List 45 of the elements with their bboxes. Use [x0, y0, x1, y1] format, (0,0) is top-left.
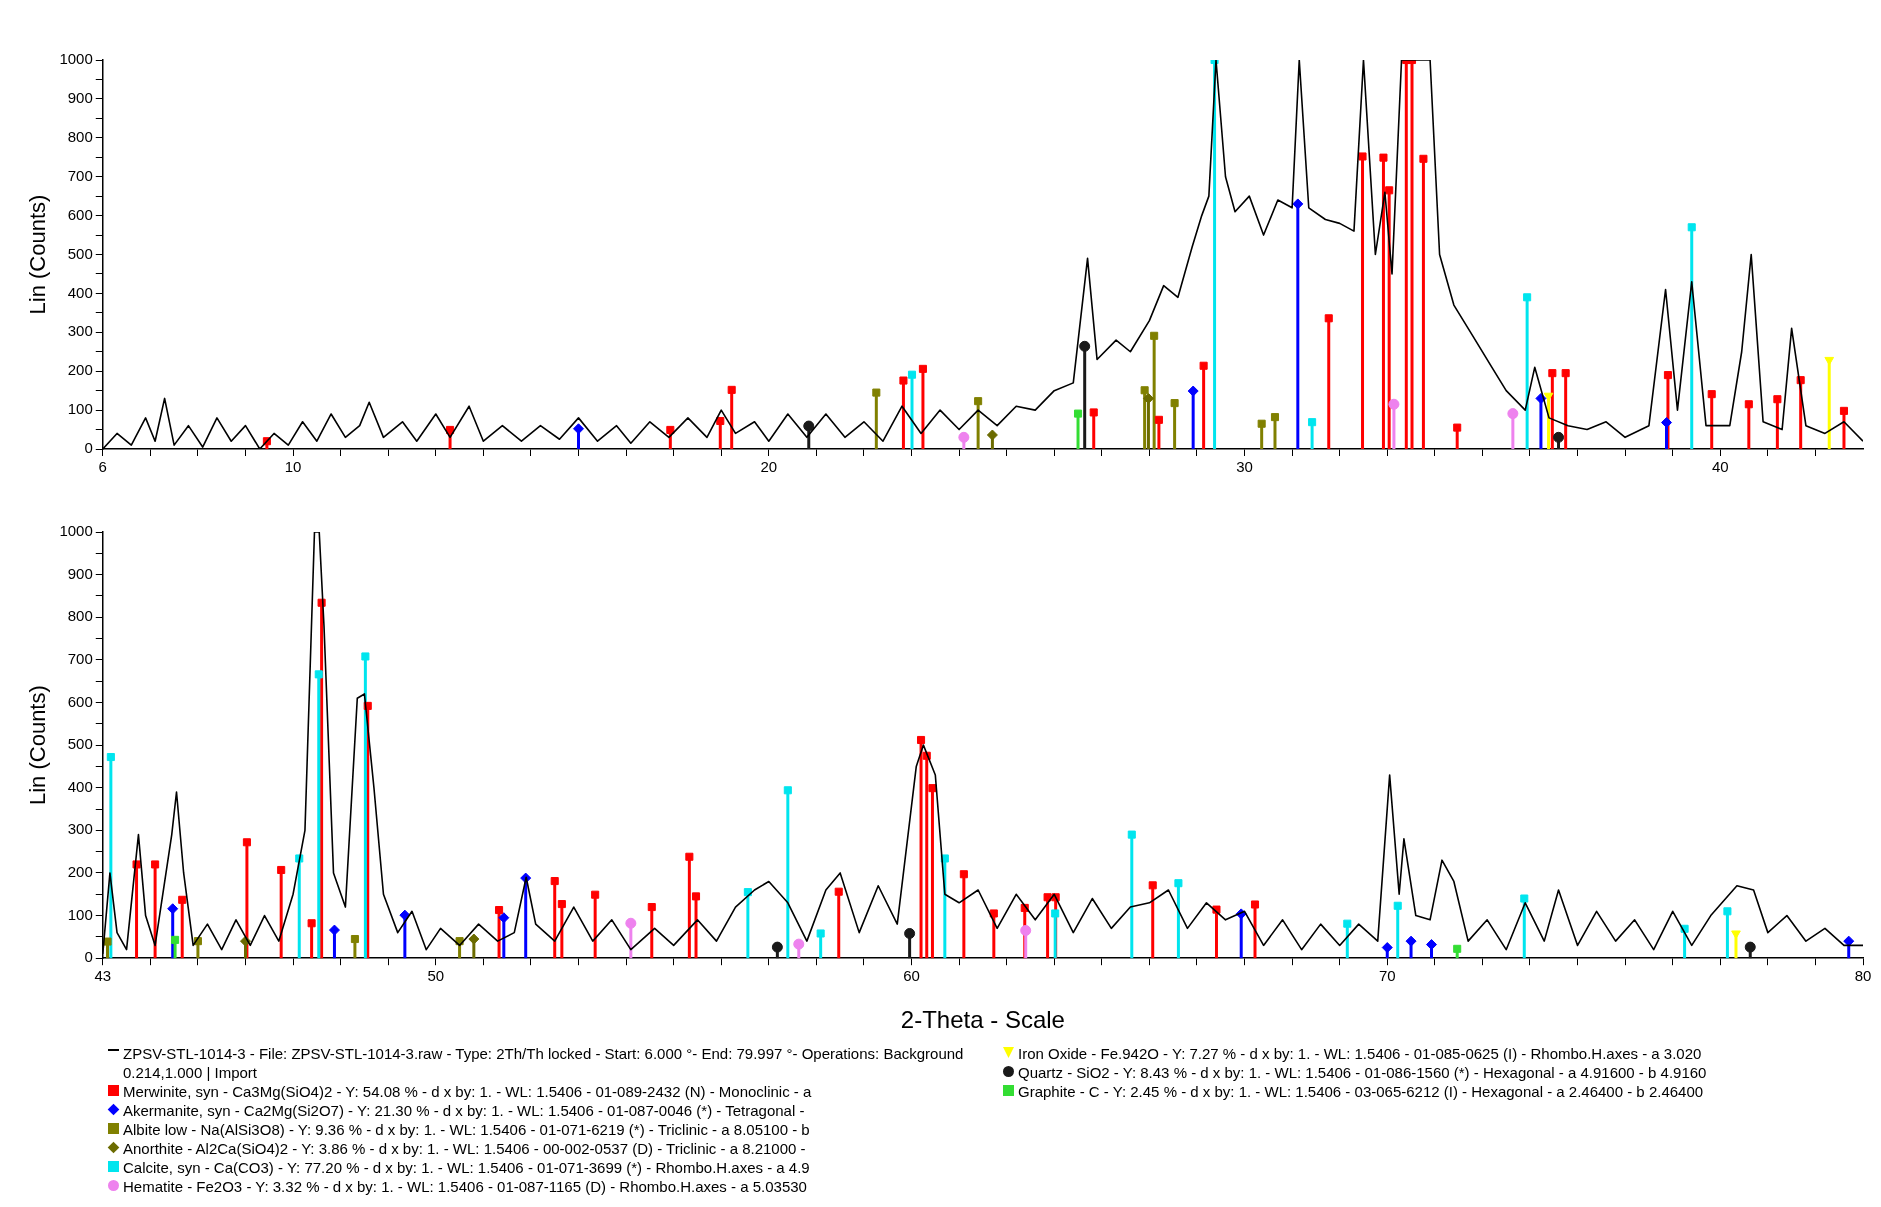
y-tick-label: 600	[67, 205, 93, 223]
x-tick-label: 50	[427, 967, 445, 985]
y-tick-label: 0	[84, 948, 93, 966]
legend-label: Quartz - SiO2 - Y: 8.43 % - d x by: 1. - WL: 1.5406 - 01-086-1560 (*) - Hexagonal - a 4.91600 - b 4.9160	[1018, 1063, 1707, 1082]
x-tick-label: 20	[760, 458, 778, 476]
y-axis-title: Lin (Counts)	[25, 685, 51, 806]
y-tick-label: 200	[67, 863, 93, 881]
x-tick-label: 40	[1711, 458, 1729, 476]
x-tick-label: 30	[1236, 458, 1253, 476]
x-tick-label: 80	[1854, 967, 1872, 985]
legend-label: Merwinite, syn - Ca3Mg(SiO4)2 - Y: 54.08 % - d x by: 1. - WL: 1.5406 - 01-089-2432 (N) - Monoclinic - a	[123, 1082, 812, 1101]
x-tick-label: 6	[98, 458, 107, 476]
y-tick-label: 100	[67, 400, 93, 418]
x-tick-label: 10	[284, 458, 302, 476]
y-tick-label: 400	[67, 283, 93, 301]
y-tick-label: 1000	[59, 50, 93, 68]
y-tick-label: 300	[67, 820, 93, 838]
y-tick-label: 700	[67, 166, 93, 184]
x-tick-label: 43	[94, 967, 112, 985]
y-tick-label: 400	[67, 777, 93, 795]
y-tick-label: 800	[67, 127, 93, 145]
legend-label: ZPSV-STL-1014-3 - File: ZPSV-STL-1014-3.raw - Type: 2Th/Th locked - Start: 6.000 °- End: 79.997 °- Operations: Background 0.214,1.000 | Import	[123, 1044, 965, 1082]
legend-label: Hematite - Fe2O3 - Y: 3.32 % - d x by: 1. - WL: 1.5406 - 01-087-1165 (D) - Rhombo.H.axes - a 5.03530	[123, 1177, 807, 1196]
y-axis-title: Lin (Counts)	[25, 194, 51, 315]
legend-label: Akermanite, syn - Ca2Mg(Si2O7) - Y: 21.30 % - d x by: 1. - WL: 1.5406 - 01-087-0046 (*) - Tetragonal -	[123, 1101, 805, 1120]
x-tick-label: 60	[903, 967, 920, 985]
legend-label: Albite low - Na(AlSi3O8) - Y: 9.36 % - d x by: 1. - WL: 1.5406 - 01-071-6219 (*) - Triclinic - a 8.05100 - b	[123, 1120, 810, 1139]
y-tick-label: 900	[67, 564, 93, 582]
y-tick-label: 0	[84, 439, 93, 457]
legend-label: Graphite - C - Y: 2.45 % - d x by: 1. - WL: 1.5406 - 03-065-6212 (I) - Hexagonal - a 2.46400 - b 2.46400	[1018, 1082, 1704, 1101]
y-tick-label: 700	[67, 650, 93, 667]
x-tick-label: 70	[1378, 967, 1396, 985]
legend-label: Iron Oxide - Fe.942O - Y: 7.27 % - d x by: 1. - WL: 1.5406 - 01-085-0625 (I) - Rhombo.H.axes - a 3.020	[1018, 1044, 1702, 1063]
y-tick-label: 200	[67, 361, 93, 379]
y-tick-label: 800	[67, 607, 93, 625]
y-tick-label: 600	[67, 692, 93, 710]
y-tick-label: 900	[67, 89, 93, 107]
x-axis-title: 2-Theta - Scale	[900, 1006, 1065, 1034]
y-tick-label: 500	[67, 244, 93, 262]
y-tick-label: 300	[67, 322, 93, 340]
legend-label: Calcite, syn - Ca(CO3) - Y: 77.20 % - d x by: 1. - WL: 1.5406 - 01-071-3699 (*) - Rhombo.H.axes - a 4.9	[123, 1158, 810, 1177]
y-tick-label: 100	[67, 905, 93, 923]
y-tick-label: 500	[67, 735, 93, 753]
legend-label: Anorthite - Al2Ca(SiO4)2 - Y: 3.86 % - d x by: 1. - WL: 1.5406 - 00-002-0537 (D) - Triclinic - a 8.21000 -	[123, 1139, 806, 1158]
y-tick-label: 1000	[59, 522, 93, 540]
